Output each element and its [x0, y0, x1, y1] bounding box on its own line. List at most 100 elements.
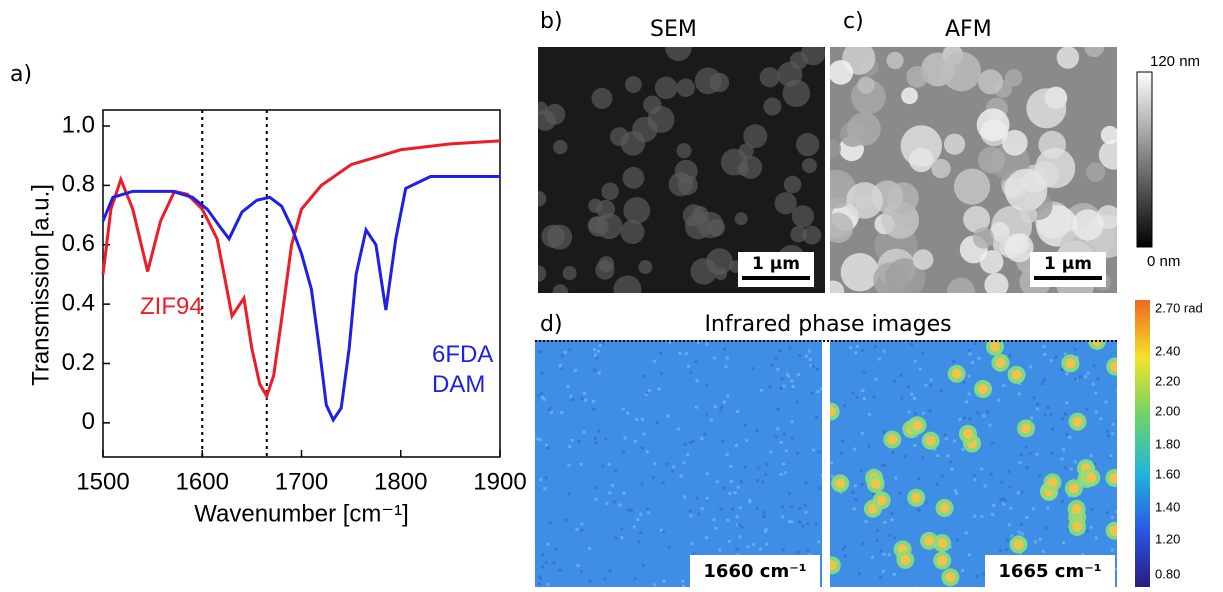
colorbar-label: 2.00	[1155, 403, 1180, 418]
colorbar-label: 0.80	[1155, 566, 1180, 581]
noise	[1109, 454, 1113, 458]
noise	[705, 472, 709, 476]
noise	[633, 577, 637, 581]
noise	[639, 512, 643, 516]
noise	[725, 356, 729, 360]
noise	[882, 552, 886, 556]
noise	[849, 346, 853, 350]
noise	[762, 511, 766, 515]
series-label: ZIF94	[140, 293, 203, 320]
image-label: 1660 cm⁻¹	[703, 561, 806, 582]
particle	[962, 428, 973, 439]
noise	[864, 520, 868, 524]
noise	[999, 548, 1003, 552]
line-chart: 0 0.2 0.4 0.6 0.8 1.0 1500 1600 1700 1800 1900 Wave…	[27, 109, 527, 527]
particle	[1004, 168, 1048, 212]
scale-label: 1 μm	[1044, 254, 1092, 274]
noise	[608, 569, 612, 573]
noise	[582, 430, 586, 434]
noise	[1085, 529, 1089, 533]
noise	[1065, 372, 1069, 376]
particle	[795, 132, 820, 157]
noise	[796, 451, 800, 455]
noise	[811, 364, 815, 368]
noise	[700, 507, 704, 511]
noise	[1005, 538, 1009, 542]
particle	[840, 253, 880, 292]
noise	[692, 552, 696, 556]
noise	[817, 450, 821, 454]
noise	[740, 525, 744, 529]
noise	[1111, 422, 1115, 426]
noise	[875, 539, 879, 543]
noise	[843, 404, 847, 408]
noise	[862, 371, 866, 375]
noise	[559, 363, 563, 367]
noise	[982, 572, 986, 576]
noise	[697, 512, 701, 516]
noise	[809, 364, 813, 368]
noise	[591, 399, 595, 403]
noise	[820, 387, 822, 391]
noise	[971, 361, 975, 365]
noise	[808, 357, 812, 361]
noise	[612, 500, 616, 504]
particle	[538, 110, 556, 131]
noise	[592, 407, 596, 411]
noise	[898, 491, 902, 495]
noise	[795, 400, 799, 404]
noise	[684, 352, 688, 356]
noise	[1041, 550, 1045, 554]
noise	[552, 561, 556, 565]
noise	[682, 461, 686, 465]
noise	[944, 437, 948, 441]
particle	[1110, 361, 1117, 372]
noise	[861, 389, 865, 393]
particle	[885, 258, 926, 293]
noise	[596, 349, 600, 353]
noise	[629, 508, 633, 512]
noise	[973, 514, 977, 518]
noise	[967, 348, 971, 352]
noise	[892, 572, 896, 576]
noise	[538, 575, 542, 579]
noise	[724, 365, 728, 369]
noise	[636, 517, 640, 521]
noise	[651, 476, 655, 480]
series-line	[101, 139, 501, 400]
noise	[972, 474, 976, 478]
particle	[783, 175, 802, 194]
noise	[681, 579, 685, 583]
noise	[1035, 452, 1039, 456]
noise	[860, 431, 864, 435]
noise	[667, 545, 671, 549]
noise	[571, 398, 575, 402]
noise	[689, 514, 693, 518]
noise	[1094, 536, 1098, 540]
noise	[1004, 547, 1008, 551]
noise	[900, 396, 904, 400]
noise	[668, 340, 672, 344]
particle	[835, 478, 846, 489]
noise	[852, 507, 856, 511]
noise	[1092, 462, 1096, 466]
noise	[566, 384, 570, 388]
noise	[541, 553, 545, 557]
particle	[538, 265, 547, 282]
noise	[620, 536, 624, 540]
particle	[876, 495, 887, 506]
noise	[1001, 496, 1005, 500]
noise	[610, 483, 614, 487]
noise	[545, 443, 549, 447]
noise	[962, 416, 966, 420]
particle	[901, 87, 918, 105]
noise	[579, 462, 583, 466]
noise	[580, 528, 584, 532]
noise	[939, 389, 943, 393]
noise	[1018, 460, 1022, 464]
noise	[588, 579, 592, 583]
noise	[874, 377, 878, 381]
noise	[1061, 541, 1065, 545]
particle	[801, 47, 825, 66]
noise	[948, 460, 952, 464]
